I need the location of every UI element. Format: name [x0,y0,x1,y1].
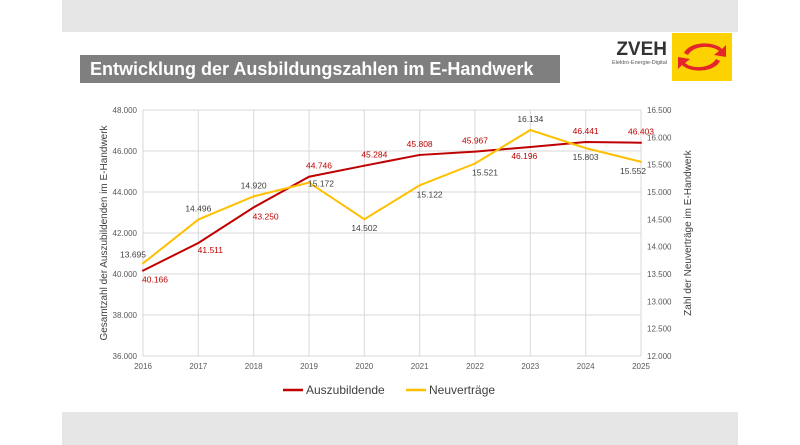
y-tick-right: 13.500 [647,270,672,279]
data-label: 46.441 [573,126,599,136]
data-label: 14.502 [351,223,377,233]
data-point [363,164,366,167]
data-point [308,181,310,184]
x-tick: 2017 [189,362,207,371]
y-tick-left: 44.000 [113,188,138,197]
y-axis-title-left: Gesamtzahl der Auszubildenden im E-Handw… [99,124,110,340]
series-line-auszubildende [142,140,642,272]
data-point [142,262,144,265]
legend: Auszubildende Neuverträge [283,383,495,397]
data-label: 15.521 [472,168,498,178]
data-point [308,175,310,178]
legend-label-neuvertraege: Neuverträge [429,383,495,397]
x-tick: 2018 [245,362,263,371]
y-tick-left: 42.000 [113,229,138,238]
data-label: 15.172 [308,179,334,189]
data-point [363,218,366,221]
data-label: 46.403 [628,127,654,137]
y-tick-right: 15.000 [647,188,672,197]
top-band [62,0,738,32]
data-point [252,195,255,198]
y-tick-right: 16.500 [647,106,672,115]
y-tick-right: 16.000 [647,133,672,142]
y-tick-right: 14.500 [647,215,672,224]
data-point [529,145,532,148]
data-point [584,140,587,143]
y-tick-left: 36.000 [113,352,138,361]
data-point [252,206,255,209]
data-label: 43.250 [253,211,279,221]
x-tick: 2016 [134,362,152,371]
zveh-logo-icon [672,33,732,81]
y-tick-right: 15.500 [647,161,672,170]
data-label: 41.511 [198,245,224,255]
data-point [474,150,476,153]
y-tick-right: 14.000 [647,243,672,252]
data-label: 45.284 [361,150,387,160]
y-tick-right: 12.000 [647,352,672,361]
data-point [640,160,642,163]
data-label: 46.196 [511,151,537,161]
x-tick: 2023 [521,362,539,371]
x-tick: 2022 [466,362,484,371]
data-point [418,153,421,156]
series-line-neuvertraege [142,128,642,265]
data-point [197,242,200,245]
data-label: 44.746 [306,161,332,171]
data-point [584,147,587,150]
zveh-logo-text: ZVEH Elektro-Energie-Digital [612,39,667,67]
data-label: 15.122 [417,189,443,199]
data-point [640,141,642,144]
x-tick: 2025 [632,362,650,371]
x-tick: 2019 [300,362,318,371]
data-point [418,184,421,187]
y-tick-left: 38.000 [113,311,138,320]
x-tick: 2024 [577,362,595,371]
x-tick: 2021 [411,362,429,371]
y-tick-right: 13.000 [647,297,672,306]
data-label: 15.803 [573,152,599,162]
logo-name: ZVEH [616,39,667,60]
slide-title: Entwicklung der Ausbildungszahlen im E-H… [80,55,560,83]
x-tick: 2020 [355,362,373,371]
data-point [197,218,200,221]
y-axis-title-right: Zahl der Neuverträge im E-Handwerk [683,149,694,316]
data-point [142,269,144,272]
data-point [474,162,476,165]
y-tick-left: 40.000 [113,270,138,279]
y-tick-left: 46.000 [113,147,138,156]
logo-subtitle: Elektro-Energie-Digital [611,60,667,66]
data-label: 13.695 [120,249,146,259]
data-label: 45.808 [407,139,433,149]
data-label: 40.166 [142,275,168,285]
data-label: 16.134 [517,114,543,124]
legend-label-auszubildende: Auszubildende [306,383,385,397]
data-label: 45.967 [462,136,488,146]
data-label: 14.920 [241,180,267,190]
data-label: 15.552 [620,166,646,176]
data-point [529,129,532,132]
y-tick-left: 48.000 [113,106,138,115]
data-label: 14.496 [185,204,211,214]
bottom-band [62,412,738,445]
y-tick-right: 12.500 [647,325,672,334]
